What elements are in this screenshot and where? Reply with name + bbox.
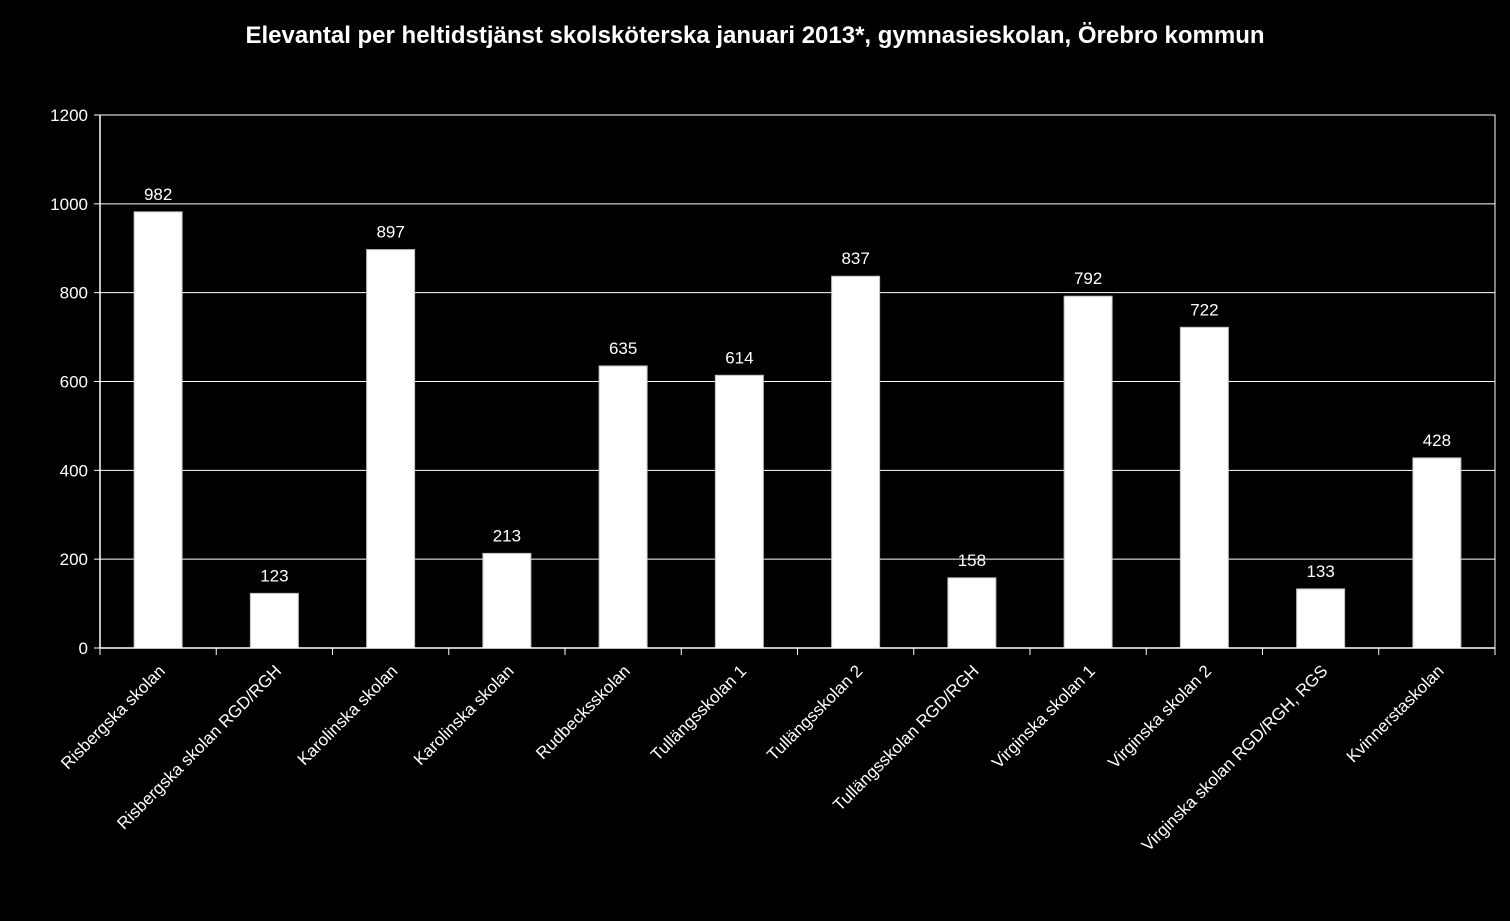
bar	[482, 552, 532, 649]
x-tick-label: Karolinska skolan	[410, 661, 518, 769]
y-tick-label: 400	[60, 461, 88, 480]
bar	[598, 365, 648, 649]
y-tick-label: 0	[79, 639, 88, 658]
x-tick-label: Karolinska skolan	[294, 661, 402, 769]
x-tick-label: Virginska skolan 2	[1104, 661, 1215, 772]
bar	[1179, 326, 1229, 649]
bar	[831, 275, 881, 649]
bar	[366, 249, 416, 649]
bar	[947, 577, 997, 649]
data-label: 982	[144, 185, 172, 204]
data-label: 123	[260, 566, 288, 585]
data-label: 792	[1074, 269, 1102, 288]
bars	[133, 211, 1462, 649]
bar	[1296, 588, 1346, 649]
data-label: 722	[1190, 300, 1218, 319]
bar	[249, 592, 299, 649]
bar	[714, 374, 764, 649]
data-label: 614	[725, 348, 753, 367]
x-tick-label: Virginska skolan RGD/RGH, RGS	[1138, 661, 1332, 855]
x-tick-label: Tullängsskolan 2	[763, 661, 866, 764]
bar	[133, 211, 183, 649]
data-label: 897	[376, 223, 404, 242]
data-label: 635	[609, 339, 637, 358]
x-tick-label: Kvinnerstaskolan	[1343, 661, 1448, 766]
data-label: 213	[493, 526, 521, 545]
x-tick-label: Tullängsskolan 1	[647, 661, 750, 764]
gridlines	[100, 114, 1495, 560]
data-label: 837	[841, 249, 869, 268]
y-tick-label: 200	[60, 550, 88, 569]
y-tick-label: 1000	[50, 195, 88, 214]
axes	[94, 114, 1496, 655]
y-tick-label: 1200	[50, 106, 88, 125]
y-tick-label: 600	[60, 373, 88, 392]
chart-title: Elevantal per heltidstjänst skolskötersk…	[245, 22, 1265, 49]
x-tick-label: Rudbecksskolan	[532, 661, 634, 763]
data-label: 428	[1423, 431, 1451, 450]
y-tick-label: 800	[60, 284, 88, 303]
x-tick-label: Risbergska skolan	[57, 661, 169, 773]
bar	[1412, 457, 1462, 649]
bar	[1063, 295, 1113, 649]
data-label: 158	[958, 551, 986, 570]
x-tick-label: Virginska skolan 1	[988, 661, 1099, 772]
data-label: 133	[1306, 562, 1334, 581]
